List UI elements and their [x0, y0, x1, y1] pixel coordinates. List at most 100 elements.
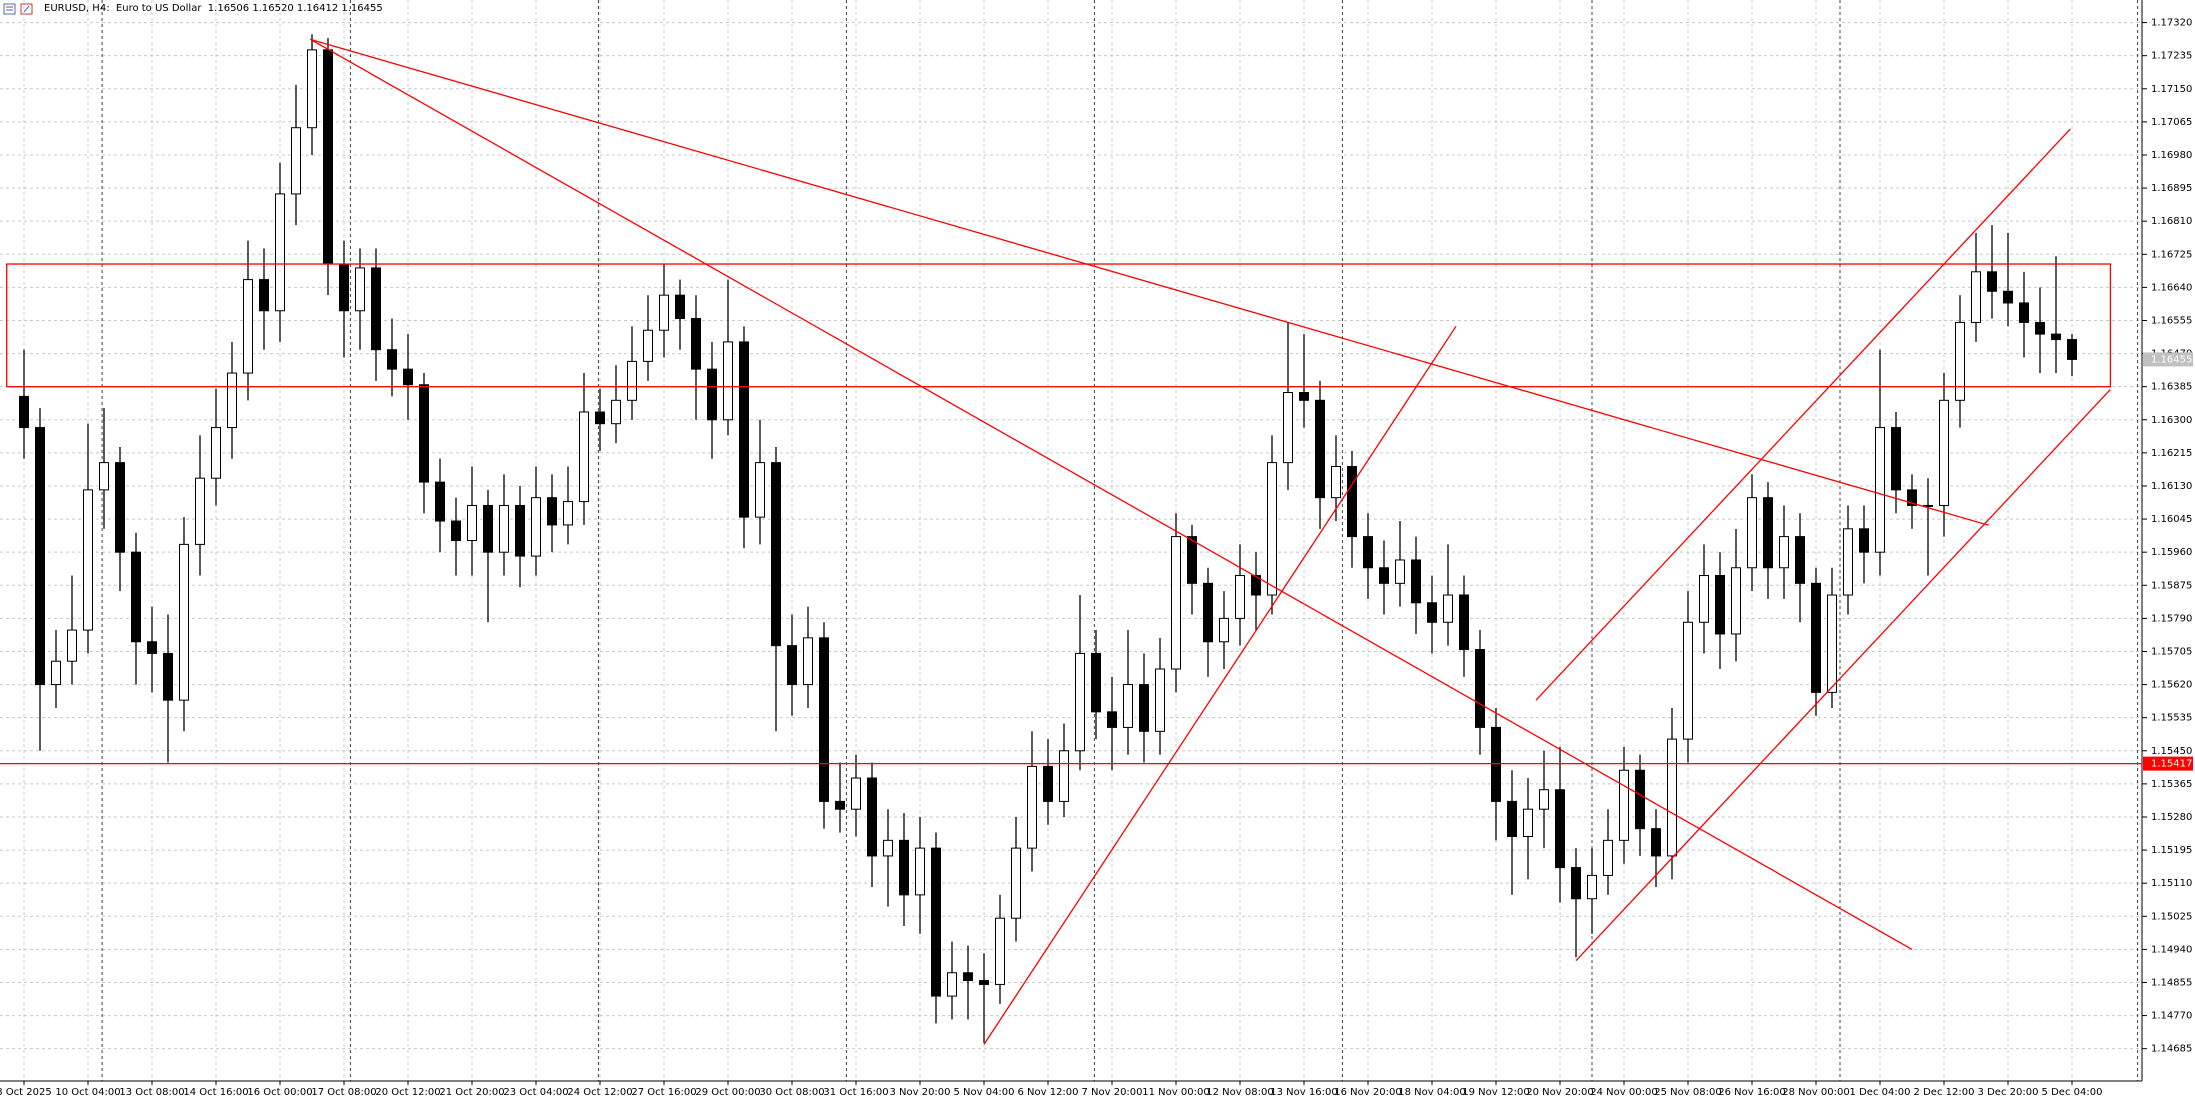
- candle-body: [1331, 466, 1341, 499]
- candle-body: [2019, 302, 2029, 323]
- candle-body: [1171, 536, 1181, 670]
- candle-body: [963, 972, 973, 982]
- candle-body: [1411, 559, 1421, 604]
- x-tick-label: 30 Oct 08:00: [759, 1087, 824, 1098]
- candle-body: [1859, 528, 1869, 553]
- icon-list[interactable]: [3, 3, 16, 15]
- x-tick-label: 20 Oct 12:00: [375, 1087, 440, 1098]
- candle-body: [1219, 617, 1229, 643]
- y-tick-label: 1.14770: [2151, 1011, 2192, 1022]
- candle-body: [1043, 765, 1053, 802]
- header-icons: [3, 3, 33, 15]
- x-tick-label: 3 Nov 20:00: [889, 1087, 950, 1098]
- candle-body: [995, 917, 1005, 985]
- candle-body: [243, 279, 253, 374]
- candle-body: [1427, 602, 1437, 623]
- candle-body: [1827, 594, 1837, 693]
- x-tick-label: 7 Nov 20:00: [1081, 1087, 1142, 1098]
- candle-body: [83, 489, 93, 631]
- candle-body: [1107, 711, 1117, 728]
- candle-body: [1155, 668, 1165, 732]
- x-tick-label: 20 Nov 20:00: [1526, 1087, 1593, 1098]
- candle-body: [1731, 567, 1741, 635]
- candle-body: [1635, 769, 1645, 830]
- candle-body: [1619, 769, 1629, 841]
- candle-body: [323, 49, 333, 265]
- x-tick-label: 5 Dec 04:00: [2042, 1087, 2103, 1098]
- y-tick-label: 1.15620: [2151, 680, 2192, 691]
- candle-body: [483, 504, 493, 553]
- price-label: 1.15417: [2151, 759, 2192, 770]
- candle-body: [531, 497, 541, 557]
- x-tick-label: 28 Nov 00:00: [1782, 1087, 1849, 1098]
- y-tick-label: 1.17065: [2151, 117, 2192, 128]
- y-tick-label: 1.16980: [2151, 150, 2192, 161]
- candle-body: [1075, 652, 1085, 752]
- candle-body: [2051, 333, 2061, 341]
- candle-body: [1283, 392, 1293, 464]
- y-tick-label: 1.16555: [2151, 315, 2192, 326]
- candle-body: [899, 839, 909, 896]
- candle-body: [1875, 427, 1885, 553]
- y-tick-label: 1.15790: [2151, 613, 2192, 624]
- candle-body: [691, 318, 701, 370]
- candle-body: [771, 462, 781, 647]
- y-tick-label: 1.15535: [2151, 713, 2192, 724]
- candle-body: [2035, 321, 2045, 335]
- y-tick-label: 1.15960: [2151, 547, 2192, 558]
- y-tick-label: 1.14940: [2151, 944, 2192, 955]
- bid-tag-label: 1.16455: [2151, 354, 2192, 365]
- candle-body: [883, 839, 893, 857]
- candle-body: [1571, 867, 1581, 900]
- candle-body: [723, 341, 733, 421]
- candle-body: [1299, 392, 1309, 401]
- y-tick-label: 1.15365: [2151, 779, 2192, 790]
- candle-body: [1091, 652, 1101, 713]
- y-tick-label: 1.16215: [2151, 448, 2192, 459]
- candle-body: [499, 504, 509, 553]
- x-tick-label: 13 Nov 16:00: [1270, 1087, 1337, 1098]
- candle-body: [1763, 497, 1773, 569]
- candle-body: [1459, 594, 1469, 651]
- candle-body: [291, 127, 301, 195]
- candle-body: [339, 263, 349, 312]
- candle-body: [579, 411, 589, 503]
- candle-body: [1651, 828, 1661, 857]
- candle-body: [931, 847, 941, 997]
- x-tick-label: 19 Nov 12:00: [1462, 1087, 1529, 1098]
- price-label-box: [2143, 756, 2193, 771]
- y-tick-label: 1.15280: [2151, 812, 2192, 823]
- y-tick-label: 1.15195: [2151, 845, 2192, 856]
- y-tick-label: 1.15110: [2151, 878, 2192, 889]
- candle-body: [1507, 800, 1517, 837]
- x-tick-label: 31 Oct 16:00: [823, 1087, 888, 1098]
- x-tick-label: 8 Oct 2025: [0, 1087, 52, 1098]
- trendline: [310, 38, 1989, 526]
- y-tick-label: 1.15705: [2151, 646, 2192, 657]
- x-tick-label: 29 Oct 00:00: [695, 1087, 760, 1098]
- x-tick-label: 12 Nov 08:00: [1206, 1087, 1273, 1098]
- candle-body: [835, 800, 845, 810]
- candle-body: [563, 501, 573, 526]
- candle-body: [1011, 847, 1021, 919]
- x-tick-label: 25 Nov 08:00: [1654, 1087, 1721, 1098]
- y-tick-label: 1.15875: [2151, 580, 2192, 591]
- candle-body: [259, 279, 269, 312]
- candle-body: [643, 329, 653, 362]
- candle-body: [1267, 462, 1277, 596]
- x-tick-label: 24 Nov 00:00: [1590, 1087, 1657, 1098]
- candle-body: [307, 49, 317, 129]
- y-tick-label: 1.16130: [2151, 481, 2192, 492]
- zone-rectangle: [6, 263, 2112, 388]
- y-tick-label: 1.15025: [2151, 911, 2192, 922]
- x-tick-label: 14 Oct 16:00: [183, 1087, 248, 1098]
- candle-body: [659, 294, 669, 331]
- candle-body: [627, 360, 637, 401]
- candle-body: [195, 477, 205, 545]
- candle-body: [419, 384, 429, 483]
- y-tick-label: 1.16385: [2151, 382, 2192, 393]
- candle-body: [131, 551, 141, 643]
- x-tick-label: 17 Oct 08:00: [311, 1087, 376, 1098]
